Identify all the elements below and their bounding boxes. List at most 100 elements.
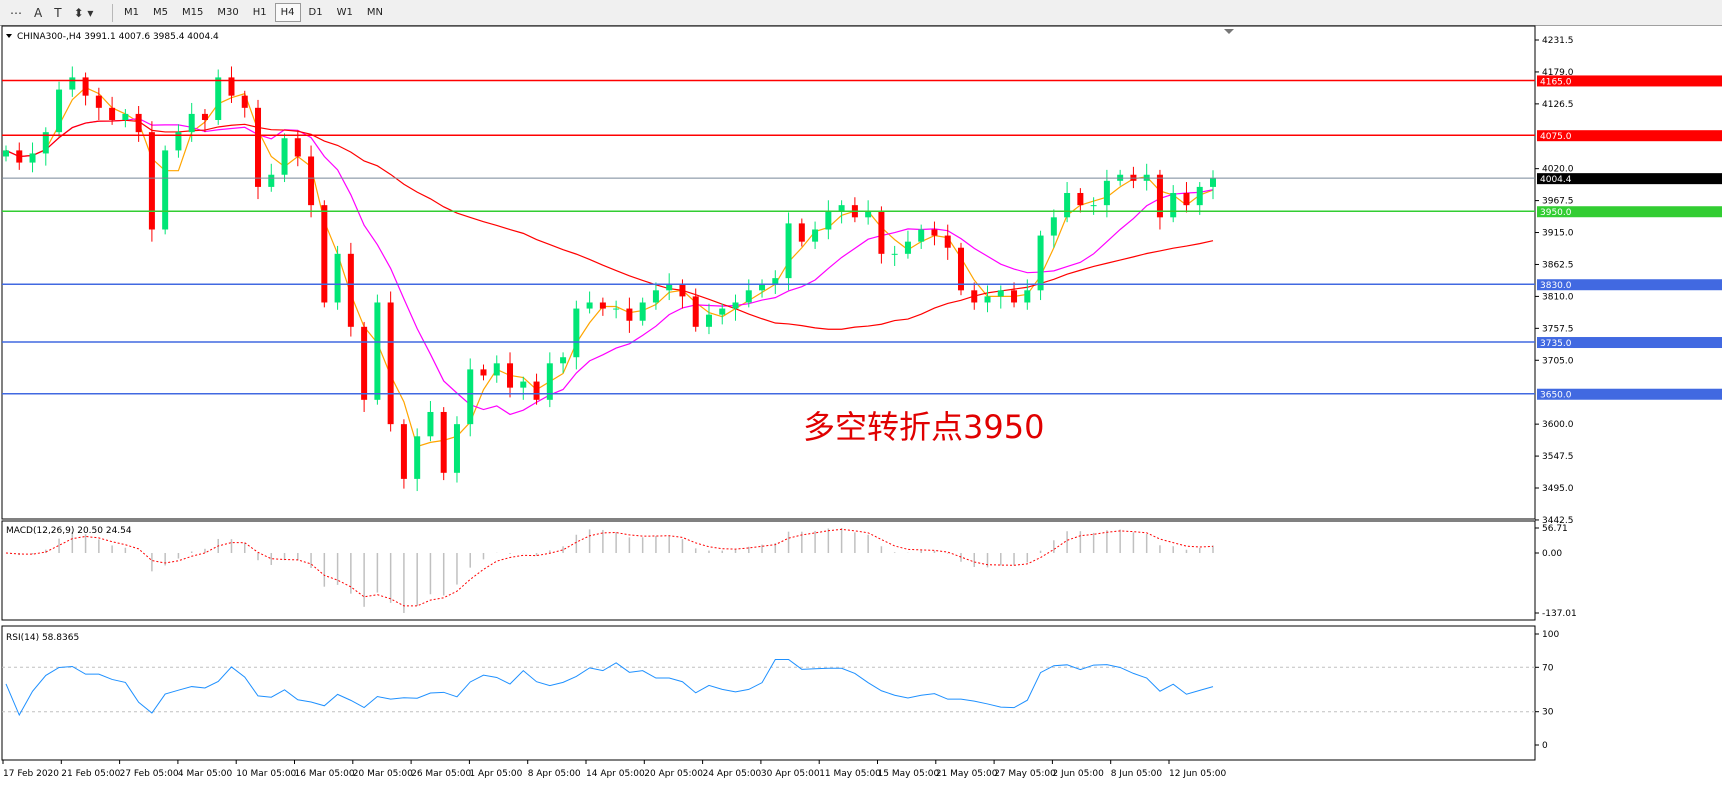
candle: [1183, 182, 1190, 213]
candle: [374, 294, 381, 405]
timeframe-h1[interactable]: H1: [252, 7, 267, 18]
level-tag: [1537, 337, 1722, 349]
rsi-label: RSI(14) 58.8365: [6, 633, 79, 643]
timeframe-w1[interactable]: W1: [336, 7, 353, 18]
timeframe-m1[interactable]: M1: [124, 7, 139, 18]
annotation-text[interactable]: 多空转折点3950: [803, 408, 1044, 446]
candle: [891, 245, 898, 266]
candle-body: [95, 95, 102, 108]
timeframe-mn[interactable]: MN: [366, 7, 383, 18]
time-tick-label: 4 Mar 05:00: [178, 769, 233, 779]
symbol-header: CHINA300-,H4 3991.1 4007.6 3985.4 4004.4: [17, 32, 219, 42]
candle-body: [1024, 290, 1031, 303]
candle: [95, 87, 102, 120]
chart-window[interactable]: CHINA300-,H4 3991.1 4007.6 3985.4 4004.4…: [0, 25, 1722, 793]
candle: [560, 352, 567, 374]
candle-body: [1090, 205, 1097, 207]
candle: [427, 401, 434, 442]
text-tool-icon[interactable]: A: [34, 5, 43, 20]
candle: [984, 285, 991, 313]
arrows-tool-icon[interactable]: ⬍ ▾: [73, 5, 94, 20]
candle-body: [321, 205, 328, 303]
candle: [493, 355, 500, 383]
candle-body: [759, 284, 766, 291]
level-tag: [1537, 279, 1722, 291]
chart-shift-marker-icon[interactable]: [1224, 29, 1234, 34]
text-label-icon[interactable]: T: [54, 5, 62, 20]
candle: [865, 200, 872, 225]
candle: [759, 279, 766, 298]
level-tag: [1537, 75, 1722, 87]
collapse-triangle-icon[interactable]: [6, 34, 12, 38]
rsi-panel[interactable]: [1, 625, 1536, 761]
candle-body: [891, 253, 898, 255]
time-tick-label: 21 Feb 05:00: [61, 769, 120, 779]
candle-body: [440, 411, 447, 473]
candle-body: [228, 77, 235, 96]
candle: [599, 297, 606, 316]
rsi-tick-label: 100: [1542, 630, 1559, 640]
price-tick-label: 4179.0: [1542, 68, 1574, 78]
candle-body: [679, 284, 686, 297]
time-tick-label: 11 May 05:00: [819, 769, 881, 779]
candle-body: [732, 302, 739, 309]
candle-body: [480, 369, 487, 376]
timeframe-h4[interactable]: H4: [274, 3, 301, 22]
candle: [255, 99, 262, 200]
candle-body: [1077, 192, 1084, 206]
candle: [652, 282, 659, 310]
candle-body: [1064, 192, 1071, 218]
price-tick-label: 3547.5: [1542, 452, 1574, 462]
timeframe-d1[interactable]: D1: [308, 7, 323, 18]
candle-body: [692, 296, 699, 327]
time-tick-label: 12 Jun 05:00: [1169, 769, 1226, 779]
candle: [1037, 230, 1044, 301]
price-tick-label: 3757.5: [1542, 324, 1574, 334]
fibo-tool-icon[interactable]: ⋯: [10, 5, 22, 20]
candle-body: [361, 326, 368, 400]
candle: [109, 96, 116, 125]
candle: [825, 200, 832, 240]
candle-body: [560, 357, 567, 364]
candle: [997, 285, 1004, 309]
candle-body: [162, 150, 169, 230]
candle: [414, 428, 421, 492]
candle-body: [1037, 235, 1044, 291]
price-tick-label: 3442.5: [1542, 516, 1574, 526]
candle-body: [281, 138, 288, 175]
candle-body: [639, 302, 646, 321]
candle: [42, 127, 49, 166]
candle: [798, 218, 805, 247]
candle-body: [705, 314, 712, 327]
timeframe-m30[interactable]: M30: [217, 7, 239, 18]
timeframe-m15[interactable]: M15: [182, 7, 204, 18]
candle-body: [42, 132, 49, 154]
candle: [3, 145, 9, 162]
level-tag-label: 3650.0: [1540, 391, 1572, 401]
ma-slow-line: [5, 119, 1214, 330]
candle: [201, 109, 208, 133]
price-tick-label: 3967.5: [1542, 197, 1574, 207]
candle-body: [573, 308, 580, 358]
macd-label: MACD(12,26,9) 20.50 24.54: [6, 526, 132, 536]
candle: [294, 130, 301, 167]
candle-body: [400, 424, 407, 479]
current-price-tag: [1537, 173, 1722, 185]
timeframe-bar: M1 M5 M15 M30 H1 H4 D1 W1 MN: [108, 1, 390, 24]
time-tick-label: 8 Apr 05:00: [528, 769, 581, 779]
candle: [69, 66, 76, 97]
candle: [732, 294, 739, 321]
candle-body: [1103, 180, 1110, 206]
timeframe-m5[interactable]: M5: [153, 7, 168, 18]
candle-body: [944, 235, 951, 248]
candle: [692, 288, 699, 332]
candle-body: [772, 278, 779, 285]
candle: [228, 66, 235, 103]
rsi-tick-label: 70: [1542, 663, 1554, 673]
candle: [1196, 182, 1203, 215]
candle: [931, 221, 938, 246]
macd-panel[interactable]: [1, 520, 1536, 621]
time-tick-label: 16 Mar 05:00: [295, 769, 355, 779]
candle-body: [56, 89, 63, 133]
macd-tick-label: -137.01: [1542, 609, 1577, 619]
